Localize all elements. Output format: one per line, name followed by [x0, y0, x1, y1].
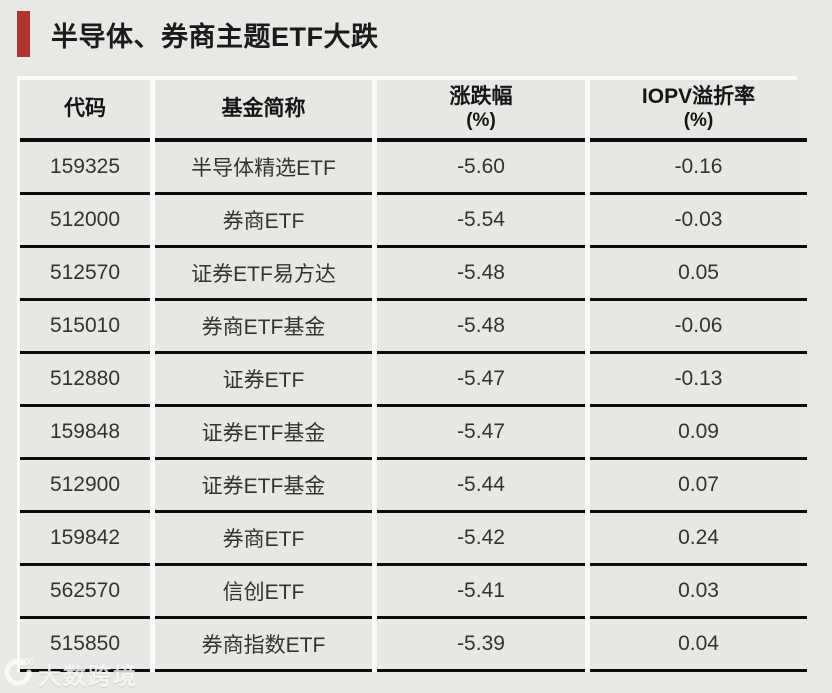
- cell-change: -5.47: [377, 354, 585, 407]
- cell-code: 159325: [20, 142, 150, 195]
- cell-change: -5.47: [377, 407, 585, 460]
- cell-code: 512900: [20, 460, 150, 513]
- header-name-label: 基金简称: [221, 96, 306, 120]
- cell-change: -5.39: [377, 619, 585, 672]
- cell-code: 562570: [20, 566, 150, 619]
- cell-iopv: -0.13: [590, 354, 807, 407]
- header-code-label: 代码: [64, 96, 106, 120]
- cell-iopv: 0.04: [590, 619, 807, 672]
- cell-name: 信创ETF: [155, 566, 372, 619]
- cell-code: 159848: [20, 407, 150, 460]
- column-header-change: 涨跌幅 (%): [377, 80, 585, 142]
- column-header-iopv: IOPV溢折率 (%): [590, 80, 807, 142]
- cell-code: 515010: [20, 301, 150, 354]
- cell-change: -5.48: [377, 301, 585, 354]
- column-header-code: 代码: [20, 80, 150, 142]
- cell-iopv: 0.05: [590, 248, 807, 301]
- cell-change: -5.42: [377, 513, 585, 566]
- cell-name: 证券ETF易方达: [155, 248, 372, 301]
- header-iopv-unit: (%): [683, 110, 714, 132]
- header-change-unit: (%): [466, 110, 496, 132]
- title-row: 半导体、券商主题ETF大跌: [17, 10, 832, 58]
- cell-change: -5.41: [377, 566, 585, 619]
- cell-iopv: 0.07: [590, 460, 807, 513]
- cell-name: 券商ETF基金: [155, 301, 372, 354]
- cell-name: 半导体精选ETF: [155, 142, 372, 195]
- cell-code: 512880: [20, 354, 150, 407]
- cell-code: 512000: [20, 195, 150, 248]
- cell-iopv: 0.24: [590, 513, 807, 566]
- cell-iopv: 0.09: [590, 407, 807, 460]
- cell-change: -5.48: [377, 248, 585, 301]
- cell-name: 证券ETF基金: [155, 460, 372, 513]
- title-accent-bar: [17, 11, 30, 57]
- header-iopv-label: IOPV溢折率: [641, 85, 756, 109]
- cell-change: -5.44: [377, 460, 585, 513]
- column-header-name: 基金简称: [155, 80, 372, 142]
- etf-table: 代码 基金简称 涨跌幅 (%) IOPV溢折率 (%) 159325 半导体精选…: [17, 76, 807, 672]
- cell-iopv: -0.06: [590, 301, 807, 354]
- cell-name: 券商指数ETF: [155, 619, 372, 672]
- cell-change: -5.60: [377, 142, 585, 195]
- cell-name: 券商ETF: [155, 195, 372, 248]
- cell-change: -5.54: [377, 195, 585, 248]
- cell-name: 证券ETF基金: [155, 407, 372, 460]
- cell-code: 515850: [20, 619, 150, 672]
- cell-code: 159842: [20, 513, 150, 566]
- cell-iopv: -0.03: [590, 195, 807, 248]
- cell-iopv: 0.03: [590, 566, 807, 619]
- cell-code: 512570: [20, 248, 150, 301]
- cell-name: 券商ETF: [155, 513, 372, 566]
- header-change-label: 涨跌幅: [449, 85, 513, 109]
- cell-name: 证券ETF: [155, 354, 372, 407]
- page-title: 半导体、券商主题ETF大跌: [51, 21, 379, 52]
- cell-iopv: -0.16: [590, 142, 807, 195]
